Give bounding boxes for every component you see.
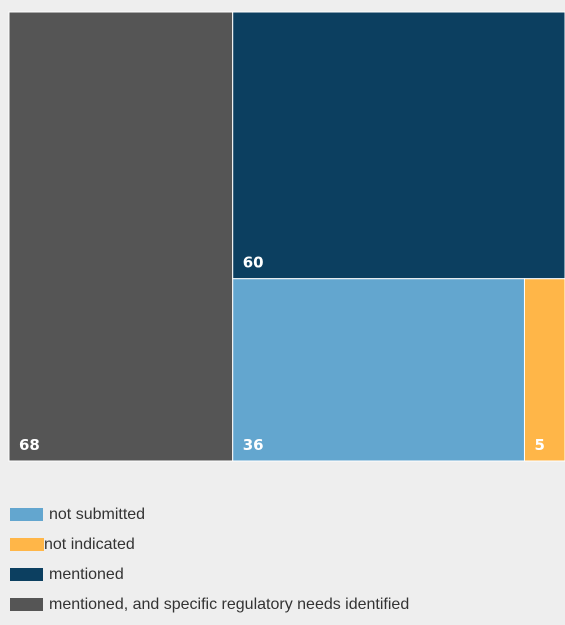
legend-item-mentioned[interactable]: mentioned [10,565,560,595]
tile-value-label-not-submitted: 36 [243,436,264,454]
legend-item-not-submitted[interactable]: not submitted [10,505,560,535]
legend-swatch-mentioned [10,568,43,581]
tile-mentioned[interactable] [232,11,565,280]
legend-label-not-indicated: not indicated [44,536,135,553]
tile-value-label-mentioned-and-specific-regulatory-needs-identified: 68 [19,436,40,454]
legend-swatch-not-indicated [10,538,44,551]
legend-swatch-not-submitted [10,508,43,521]
legend-label-mentioned-specific-needs: mentioned, and specific regulatory needs… [49,596,410,613]
legend-item-not-indicated[interactable]: not indicated [10,535,560,565]
legend: not submitted not indicated mentioned me… [10,505,560,625]
tile-not-submitted[interactable] [232,278,525,462]
legend-swatch-mentioned-specific-needs [10,598,43,611]
legend-label-mentioned: mentioned [49,566,124,583]
legend-label-not-submitted: not submitted [49,506,146,523]
tile-value-label-mentioned: 60 [243,254,264,272]
tile-mentioned-and-specific-regulatory-needs-identified[interactable] [8,11,234,462]
treemap-chart: 68 60 36 5 [8,11,565,462]
tile-not-indicated[interactable] [523,278,565,462]
tile-value-label-not-indicated: 5 [534,436,544,454]
legend-item-mentioned-specific-needs[interactable]: mentioned, and specific regulatory needs… [10,595,560,625]
